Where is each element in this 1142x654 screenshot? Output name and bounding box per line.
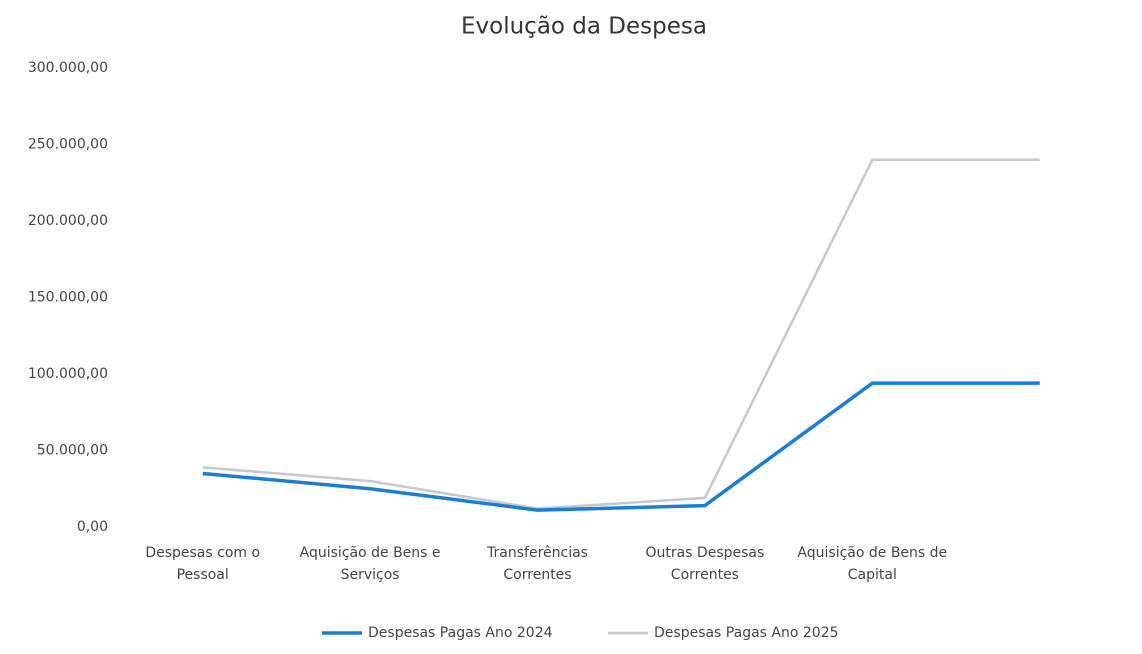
y-tick-label: 300.000,00 — [28, 60, 108, 76]
y-tick-label: 100.000,00 — [28, 366, 108, 382]
x-tick-label: Aquisição de Bens e Serviços — [299, 545, 441, 583]
y-tick-label: 0,00 — [77, 519, 108, 535]
chart-title: Evolução da Despesa — [461, 14, 707, 40]
y-tick-label: 150.000,00 — [28, 290, 108, 306]
y-tick-label: 200.000,00 — [28, 213, 108, 229]
line — [202, 381, 1040, 512]
x-tick-label: Despesas com o Pessoal — [145, 545, 261, 583]
legend-label: Despesas Pagas Ano 2025 — [654, 625, 839, 641]
legend-label: Despesas Pagas Ano 2024 — [368, 625, 553, 641]
line — [202, 158, 1040, 510]
y-tick-label: 50.000,00 — [37, 443, 108, 459]
x-tick-label: Outras Despesas Correntes — [645, 545, 765, 583]
y-tick-label: 250.000,00 — [28, 137, 108, 153]
x-tick-label: Transferências Correntes — [487, 545, 588, 583]
x-tick-label: Aquisição de Bens de Capital — [797, 545, 948, 583]
